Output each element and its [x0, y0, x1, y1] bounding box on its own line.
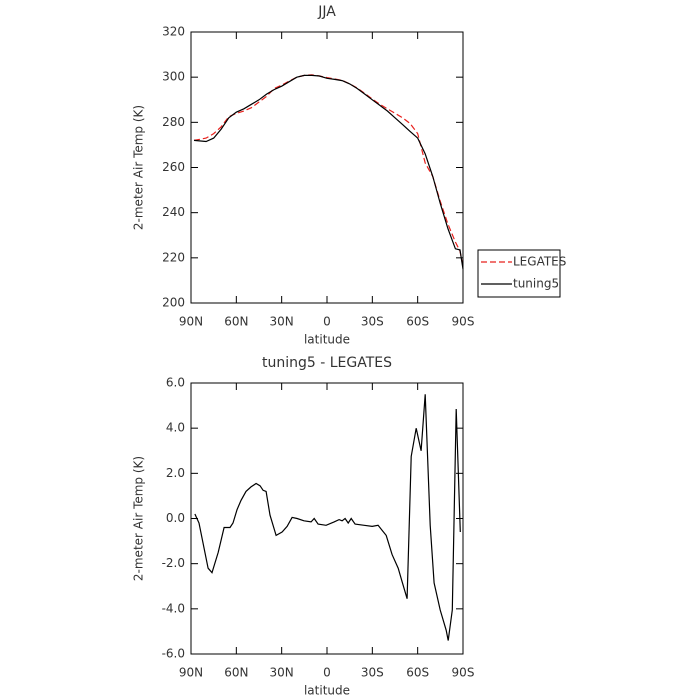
x-tick-label: 90N	[179, 315, 203, 329]
plot-frame	[190, 382, 464, 655]
legend-label: tuning5	[513, 277, 559, 291]
x-tick-label: 90S	[452, 666, 475, 680]
y-axis-label: 2-meter Air Temp (K)	[132, 105, 146, 230]
x-tick-label: 60S	[406, 666, 429, 680]
data-line	[194, 394, 461, 641]
y-tick-label: 260	[162, 160, 185, 174]
y-tick-label: 2.0	[166, 466, 185, 480]
y-axis-label: 2-meter Air Temp (K)	[132, 456, 146, 581]
plot-frame	[190, 31, 464, 304]
y-tick-label: 240	[162, 205, 185, 219]
data-line	[193, 74, 464, 270]
y-tick-label: 220	[162, 250, 185, 264]
x-tick-label: 60S	[406, 315, 429, 329]
y-tick-label: 0.0	[166, 511, 185, 525]
x-tick-label: 90N	[179, 666, 203, 680]
data-line	[193, 74, 464, 268]
chart-title: JJA	[317, 4, 336, 20]
x-tick-label: 60N	[224, 315, 248, 329]
y-tick-label: 200	[162, 296, 185, 310]
y-tick-label: 4.0	[166, 421, 185, 435]
x-tick-label: 30S	[361, 666, 384, 680]
y-tick-label: 300	[162, 70, 185, 84]
x-tick-label: 0	[323, 315, 331, 329]
x-axis-label: latitude	[304, 684, 350, 698]
x-tick-label: 60N	[224, 666, 248, 680]
chart-title: tuning5 - LEGATES	[262, 355, 392, 371]
x-tick-label: 30S	[361, 315, 384, 329]
y-tick-label: -4.0	[162, 601, 185, 615]
y-tick-label: -2.0	[162, 556, 185, 570]
y-tick-label: 280	[162, 115, 185, 129]
x-tick-label: 30N	[270, 666, 294, 680]
x-tick-label: 0	[323, 666, 331, 680]
x-tick-label: 30N	[270, 315, 294, 329]
y-tick-label: -6.0	[162, 647, 185, 661]
y-tick-label: 320	[162, 25, 185, 39]
legend-box	[477, 249, 561, 298]
y-tick-label: 6.0	[166, 376, 185, 390]
legend-label: LEGATES	[513, 255, 566, 269]
x-tick-label: 90S	[452, 315, 475, 329]
x-axis-label: latitude	[304, 333, 350, 347]
